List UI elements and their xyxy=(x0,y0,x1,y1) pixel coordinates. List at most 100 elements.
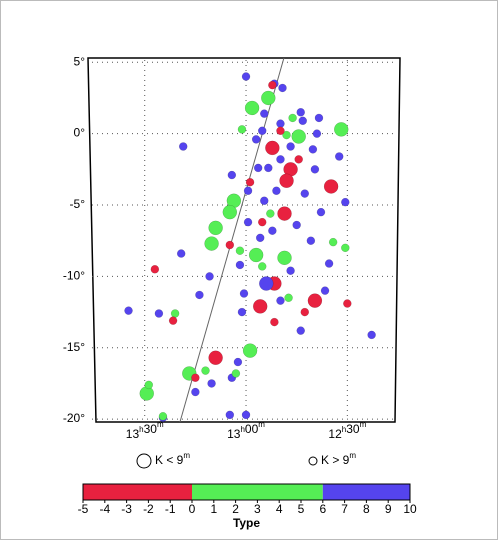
colorbar-tick-label: 7 xyxy=(341,502,348,516)
point xyxy=(307,293,323,308)
point xyxy=(292,220,301,230)
point xyxy=(284,293,293,303)
point xyxy=(237,307,247,317)
point xyxy=(286,142,295,151)
point xyxy=(266,209,275,218)
point xyxy=(255,233,265,243)
point xyxy=(282,130,291,140)
y-tick-label: -15° xyxy=(63,340,85,354)
point xyxy=(241,410,251,420)
point xyxy=(328,237,338,247)
colorbar-tick-label: -1 xyxy=(165,502,176,516)
colorbar-tick-label: 1 xyxy=(210,502,217,516)
y-tick-label: -20° xyxy=(63,411,85,425)
point xyxy=(239,289,249,298)
point xyxy=(144,380,154,390)
point xyxy=(205,272,214,281)
point xyxy=(204,236,219,251)
colorbar-tick-label: 3 xyxy=(254,502,261,516)
colorbar-segment xyxy=(83,484,192,500)
point xyxy=(235,260,245,270)
point xyxy=(367,330,376,340)
point xyxy=(168,316,178,325)
point xyxy=(288,113,297,123)
point xyxy=(252,299,268,314)
point xyxy=(260,109,269,118)
point xyxy=(248,247,264,263)
point xyxy=(286,266,295,275)
point xyxy=(323,179,339,194)
point xyxy=(272,186,281,196)
colorbar-frame xyxy=(82,483,411,501)
grid xyxy=(92,60,396,420)
colorbar-tick-label: 5 xyxy=(298,502,305,516)
point xyxy=(294,155,303,164)
point xyxy=(261,90,276,106)
legend-symbol xyxy=(136,453,152,469)
x-tick-label: 13h00m xyxy=(227,420,265,441)
point xyxy=(334,152,344,161)
plane-line xyxy=(179,57,285,423)
point xyxy=(268,80,277,90)
point xyxy=(276,155,285,164)
point xyxy=(225,240,235,250)
colorbar-tick-label: 4 xyxy=(276,502,283,516)
colorbar-tick-label: 6 xyxy=(319,502,326,516)
colorbar-segment xyxy=(322,484,410,500)
point xyxy=(308,145,318,154)
point xyxy=(243,186,253,196)
point xyxy=(208,350,223,366)
colorbar-tick-label: -3 xyxy=(121,502,132,516)
colorbar-tick-label: 0 xyxy=(189,502,196,516)
point xyxy=(170,309,180,318)
point xyxy=(158,412,168,421)
point xyxy=(207,379,216,388)
x-tick-label: 12h30m xyxy=(328,420,366,441)
colorbar-tick-label: -4 xyxy=(99,502,110,516)
legend-label: K < 9m xyxy=(155,451,190,467)
point xyxy=(257,217,267,227)
point xyxy=(124,306,133,315)
point xyxy=(195,290,204,300)
point xyxy=(191,373,200,382)
colorbar-tick-label: 9 xyxy=(385,502,392,516)
point xyxy=(277,250,292,266)
colorbar-tick-label: -2 xyxy=(143,502,154,516)
colorbar-segment xyxy=(192,484,323,500)
colorbar-tick-label: 10 xyxy=(403,502,417,516)
legend-symbol xyxy=(308,456,318,466)
legend-label: K > 9m xyxy=(321,451,356,467)
point xyxy=(343,299,352,308)
point xyxy=(253,163,263,173)
point xyxy=(314,113,324,123)
colorbar-tick-label: -5 xyxy=(78,502,89,516)
point xyxy=(241,72,251,81)
y-tick-label: 5° xyxy=(74,54,86,68)
marks xyxy=(83,57,410,500)
point xyxy=(244,100,260,116)
point xyxy=(208,220,223,236)
colorbar-title: Type xyxy=(233,516,260,530)
y-tick-label: -5° xyxy=(70,197,86,211)
point xyxy=(233,357,243,367)
point xyxy=(154,309,164,318)
point xyxy=(276,119,285,128)
point xyxy=(268,226,277,235)
point xyxy=(222,204,238,220)
point xyxy=(260,196,269,205)
point xyxy=(300,189,310,198)
point xyxy=(312,129,322,138)
point xyxy=(279,173,294,189)
point xyxy=(257,262,267,271)
colorbar-tick-label: 8 xyxy=(363,502,370,516)
point xyxy=(259,276,274,291)
point xyxy=(227,170,237,180)
point xyxy=(178,142,188,151)
point xyxy=(242,343,258,358)
point xyxy=(251,135,261,144)
point xyxy=(276,296,285,305)
point xyxy=(276,126,285,136)
point xyxy=(291,129,306,144)
point xyxy=(176,249,186,258)
